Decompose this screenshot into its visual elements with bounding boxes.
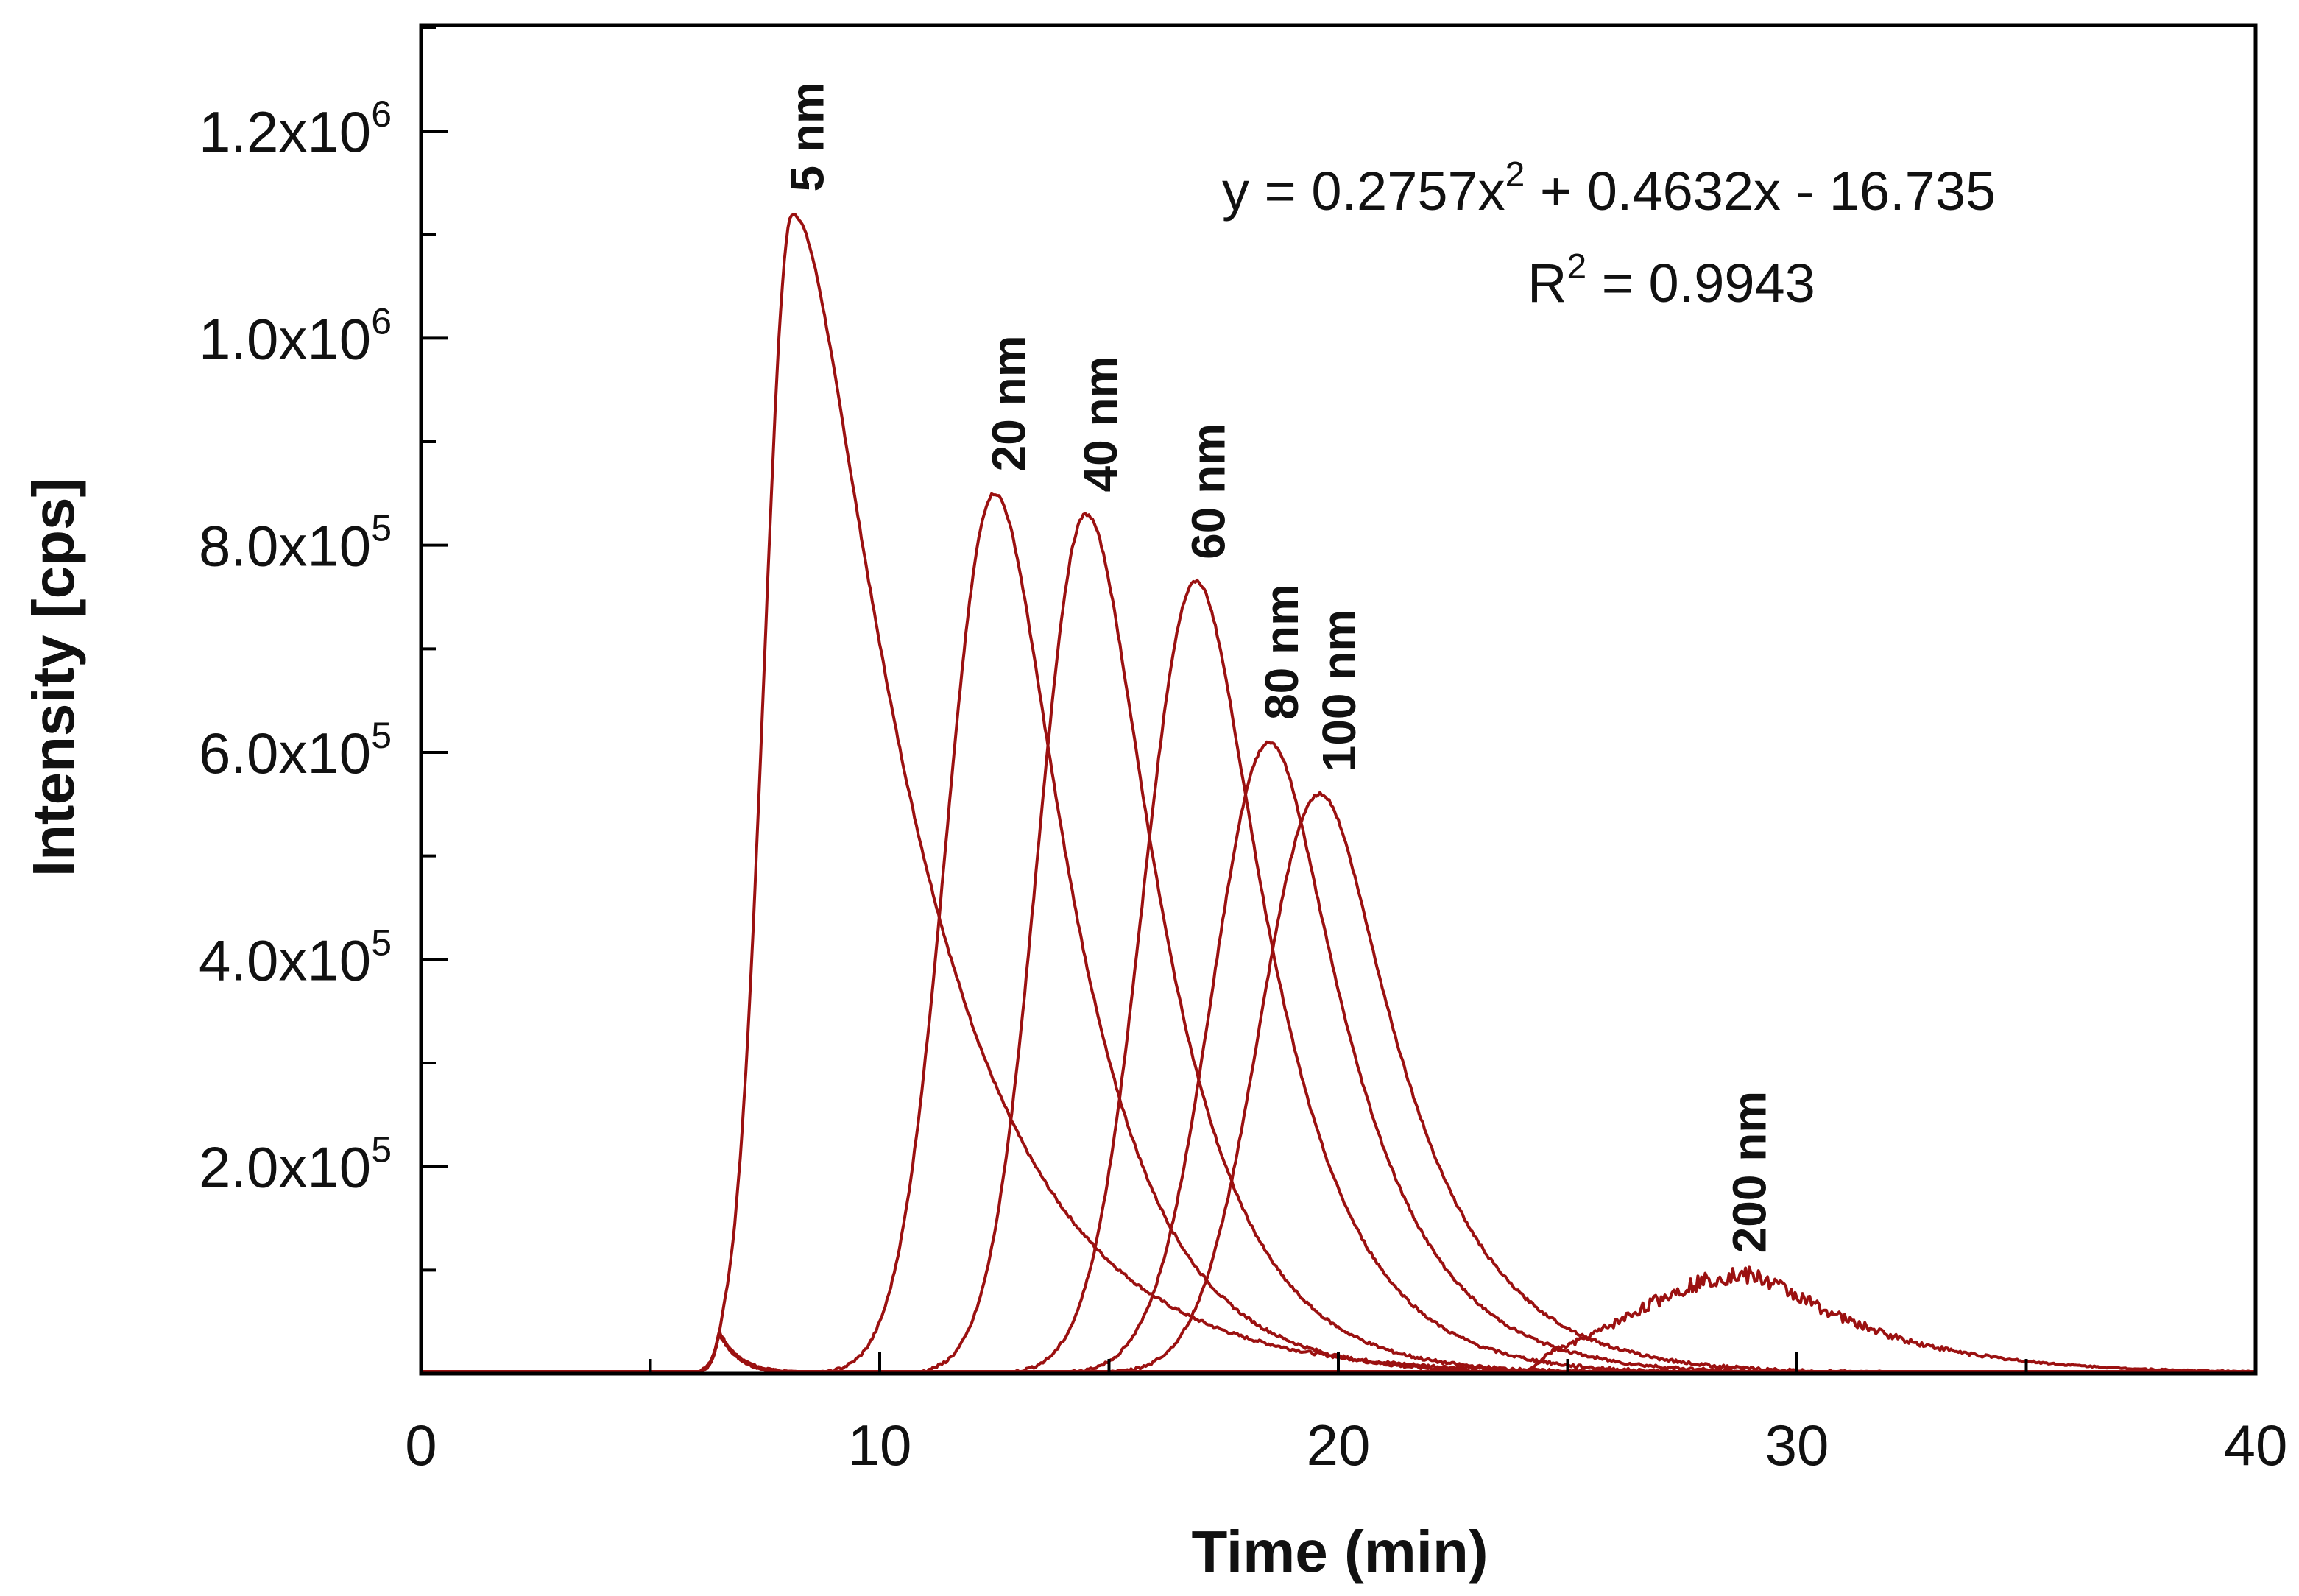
x-tick-label: 40 [2224,1413,2288,1477]
x-tick-label: 0 [405,1413,437,1477]
peak-label: 100 nm [1313,610,1366,772]
axis-ticks [420,26,2257,1374]
peak-label: 40 nm [1074,356,1127,492]
series-line-100nm [421,791,2256,1373]
peak-label: 5 nm [780,82,833,191]
series-curves [421,213,2256,1373]
peak-labels: 5 nm 20 nm 40 nm 60 nm 80 nm 100 nm 200 nm [780,82,1776,1253]
tick-labels: 0 10 20 30 40 2.0x105 4.0x105 6.0x105 8.0x105 1.0… [199,93,2287,1477]
y-tick-label: 1.0x106 [199,300,392,371]
x-tick-label: 30 [1765,1413,1829,1477]
x-tick-label: 20 [1307,1413,1371,1477]
y-tick-label: 6.0x105 [199,715,392,785]
y-tick-label: 2.0x105 [199,1129,392,1200]
peak-label: 60 nm [1182,423,1235,559]
x-axis-title: Time (min) [1191,1519,1488,1584]
series-line-5nm [421,213,2256,1373]
peak-label: 80 nm [1255,584,1308,720]
r-squared: R2 = 0.9943 [1528,247,1815,314]
peak-label: 20 nm [983,335,1036,471]
y-tick-label: 8.0x105 [199,508,392,579]
y-tick-label: 1.2x106 [199,93,392,164]
x-tick-label: 10 [848,1413,912,1477]
y-tick-label: 4.0x105 [199,922,392,992]
fit-equation: y = 0.2757x2 + 0.4632x - 16.735 [1222,155,1996,222]
y-axis-title: Intensity [cps] [21,478,86,877]
peak-label: 200 nm [1723,1091,1776,1254]
series-line-80nm [421,740,2256,1373]
